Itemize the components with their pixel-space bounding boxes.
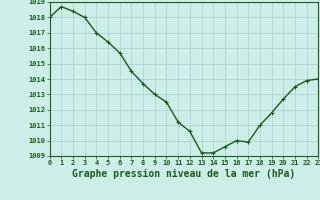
X-axis label: Graphe pression niveau de la mer (hPa): Graphe pression niveau de la mer (hPa) [72,169,296,179]
